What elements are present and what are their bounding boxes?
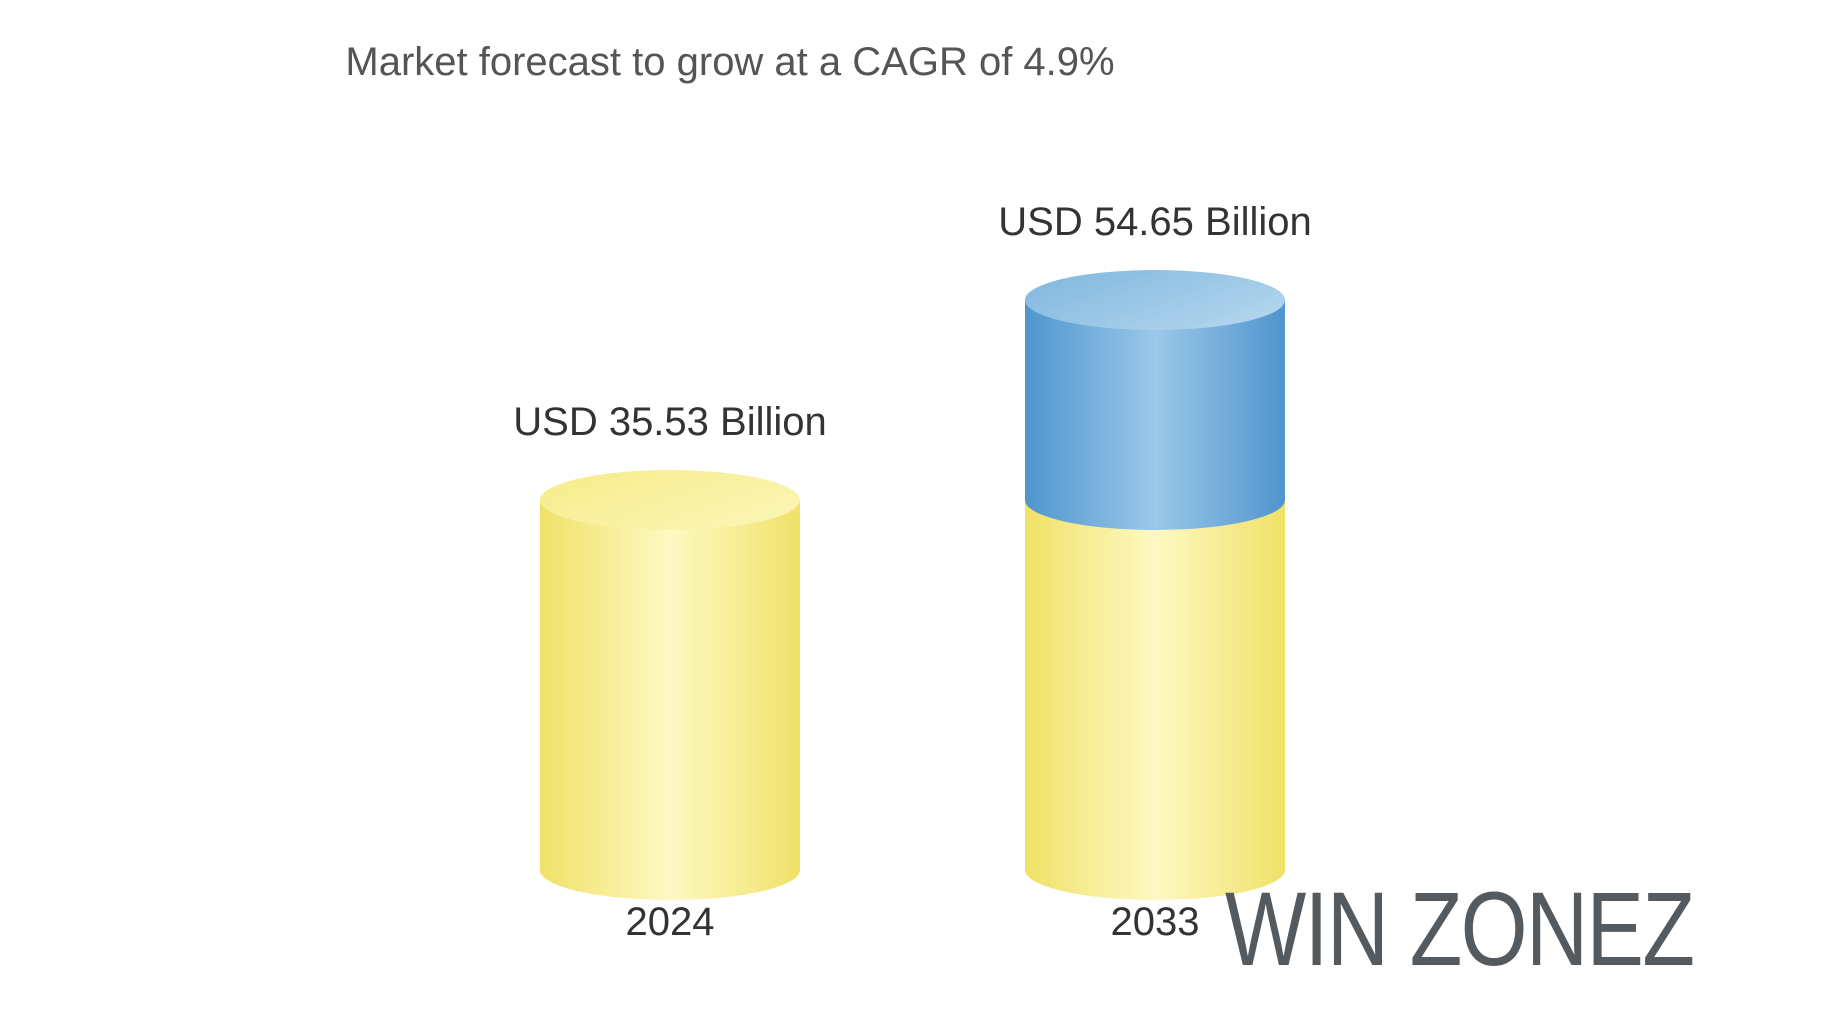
year-label-2024: 2024 (626, 900, 715, 945)
cylinder-top-ellipse (540, 470, 800, 530)
cylinder-segment-body (540, 500, 800, 870)
value-label-2033: USD 54.65 Billion (998, 200, 1312, 245)
cylinder-bar-2033 (1025, 270, 1285, 900)
chart-area: Market forecast to grow at a CAGR of 4.9… (0, 0, 1824, 1026)
cylinder-segment-seam-ellipse (1025, 470, 1285, 530)
cylinder-segment-body (1025, 500, 1285, 871)
chart-subtitle: Market forecast to grow at a CAGR of 4.9… (0, 40, 1460, 85)
value-label-2024: USD 35.53 Billion (513, 400, 827, 445)
cylinder-bar-2024 (540, 470, 800, 900)
cylinder-top-ellipse (1025, 270, 1285, 330)
watermark-text: WIN ZONEZ (1225, 870, 1693, 990)
year-label-2033: 2033 (1111, 900, 1200, 945)
